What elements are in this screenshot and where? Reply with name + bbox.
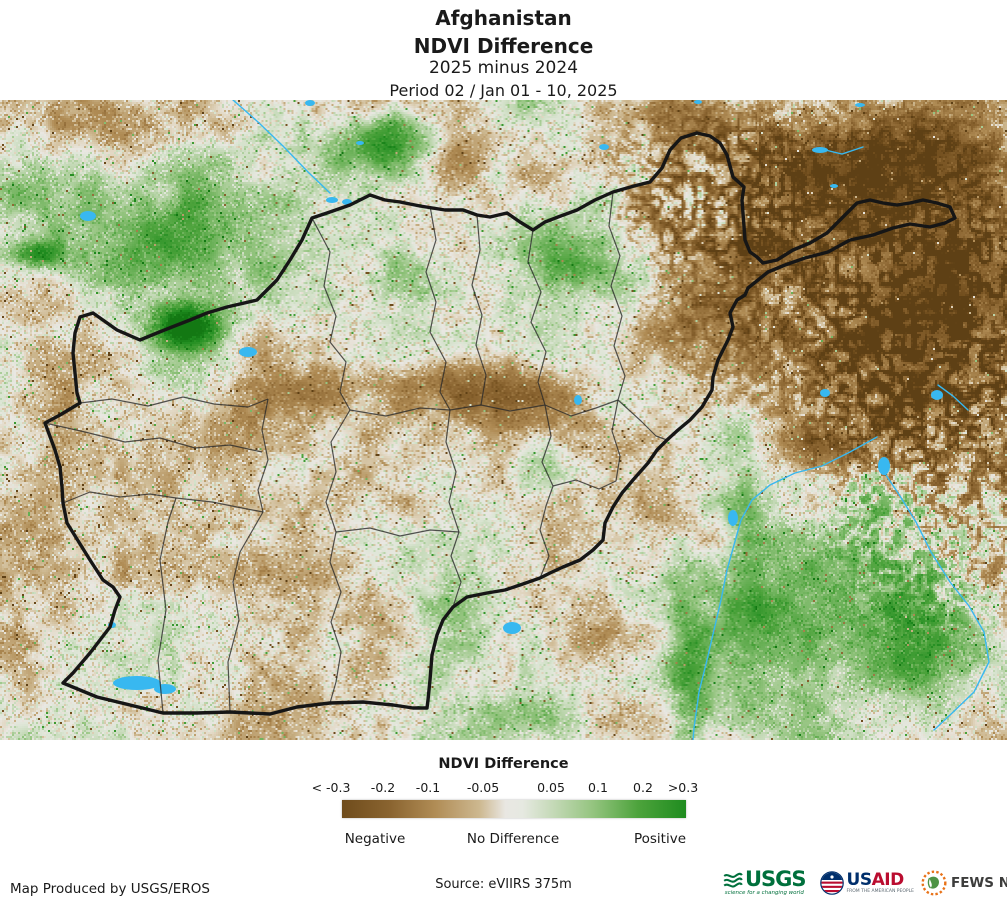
usaid-stripe	[820, 881, 843, 884]
river-line	[883, 471, 990, 731]
lake	[113, 676, 161, 690]
province-boundary	[227, 511, 264, 713]
usgs-tagline: science for a changing world	[724, 890, 804, 897]
river-line	[937, 384, 969, 411]
province-boundary	[335, 527, 460, 537]
lake	[931, 390, 943, 400]
province-boundary	[552, 399, 621, 490]
province-boundary	[311, 217, 351, 411]
lake	[878, 457, 890, 475]
period-label: Period 02 / Jan 01 - 10, 2025	[389, 81, 618, 100]
province-boundary	[445, 409, 462, 608]
map-type-title: NDVI Difference	[413, 34, 594, 58]
legend-ticks: < -0.3 -0.2 -0.1 -0.05 0.05 0.1 0.2 >0.3	[0, 780, 1007, 796]
province-boundary	[349, 407, 451, 417]
logo-strip: USGS science for a changing world NASA	[723, 861, 1007, 905]
province-boundary	[175, 497, 264, 513]
legend-tick-label: -0.2	[370, 780, 396, 795]
country-title: Afghanistan	[435, 6, 572, 30]
country-boundary	[43, 131, 957, 716]
legend-category-label: No Difference	[466, 831, 560, 847]
legend-tick-label: >0.3	[667, 780, 699, 795]
province-boundary	[608, 191, 626, 401]
fewsnet-globe-icon	[921, 870, 947, 896]
legend-category-label: Positive	[633, 831, 687, 847]
province-boundary	[257, 398, 269, 513]
usaid-stripe	[820, 885, 843, 888]
lake	[80, 211, 96, 221]
lake	[239, 347, 257, 357]
province-boundary	[79, 396, 269, 408]
province-boundary	[617, 399, 668, 441]
ndvi-raster-canvas	[0, 100, 1007, 740]
legend-category-label: Negative	[344, 831, 406, 847]
lake	[154, 684, 176, 694]
usaid-wordmark-us: US	[846, 869, 873, 890]
lake	[599, 144, 609, 150]
usaid-tagline: FROM THE AMERICAN PEOPLE	[846, 888, 914, 894]
province-boundary	[539, 404, 554, 579]
lake	[830, 184, 838, 188]
lake	[326, 197, 338, 203]
legend-gradient-bar	[342, 800, 686, 818]
province-boundary	[157, 497, 177, 714]
map-overlay-svg	[43, 100, 990, 740]
legend-categories: Negative No Difference Positive	[0, 831, 1007, 849]
lake	[503, 622, 521, 634]
province-boundary	[471, 214, 487, 406]
legend-tick-label: 0.05	[537, 780, 565, 795]
lake	[820, 389, 830, 397]
usgs-logo: USGS science for a changing world	[723, 867, 807, 897]
usgs-wave-icon	[723, 872, 743, 888]
province-boundary	[449, 404, 546, 412]
river-line	[232, 100, 331, 194]
province-boundary	[527, 229, 547, 406]
province-boundary	[62, 491, 177, 504]
usaid-wordmark-aid: AID	[871, 869, 905, 890]
comparison-label: 2025 minus 2024	[428, 58, 579, 78]
usaid-stripe	[820, 890, 843, 893]
lake	[356, 141, 364, 145]
lake	[728, 510, 738, 526]
legend-tick-label: -0.05	[466, 780, 500, 795]
lake	[694, 100, 702, 104]
fewsnet-leaf	[929, 876, 939, 889]
river-line	[692, 436, 878, 740]
produced-by-label: Map Produced by USGS/EROS	[10, 881, 210, 897]
fewsnet-wordmark: FEWS NET	[950, 875, 1007, 891]
usaid-emblem-icon	[819, 871, 844, 895]
legend-tick-label: -0.1	[415, 780, 441, 795]
legend-title: NDVI Difference	[438, 756, 569, 772]
lake	[855, 103, 865, 107]
province-boundary	[44, 422, 263, 453]
map-image	[0, 100, 1007, 740]
fewsnet-logo: FEWS NET	[921, 870, 1007, 896]
province-boundary	[325, 409, 351, 704]
province-boundary	[544, 399, 619, 417]
lake	[305, 100, 315, 106]
fewsnet-ring	[921, 870, 947, 896]
legend-tick-label: 0.1	[588, 780, 608, 795]
source-label: Source: eVIIRS 375m	[435, 877, 572, 892]
usaid-logo: USAID FROM THE AMERICAN PEOPLE	[819, 869, 914, 895]
lake	[812, 147, 828, 153]
legend-tick-label: 0.2	[633, 780, 653, 795]
usgs-wordmark: USGS	[745, 867, 807, 892]
lake	[574, 395, 582, 405]
legend-tick-label: < -0.3	[311, 780, 351, 795]
province-boundary	[425, 205, 451, 411]
